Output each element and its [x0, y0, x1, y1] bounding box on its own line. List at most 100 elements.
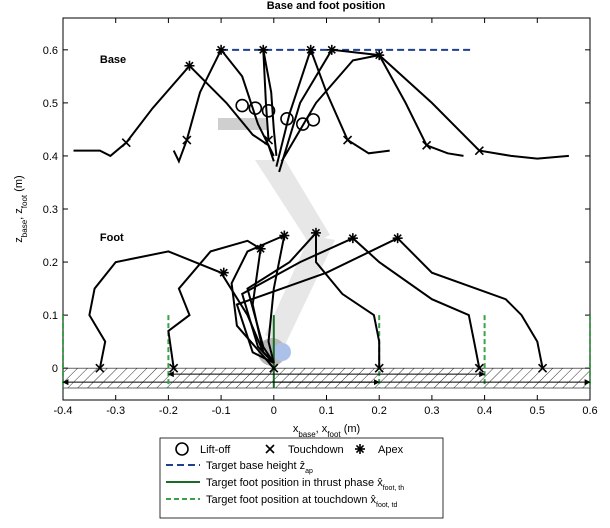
y-tick-label: 0.1 — [43, 310, 58, 322]
touchdown-marker — [95, 363, 105, 373]
y-axis-label-part: , z — [13, 208, 25, 220]
y-tick-label: 0.6 — [43, 45, 58, 57]
apex-marker — [305, 44, 316, 55]
x-tick-label: -0.3 — [106, 405, 125, 417]
apex-marker — [310, 227, 321, 238]
legend-label-part: Target foot position in thrust phase — [206, 477, 377, 489]
foot-trajectory — [246, 230, 381, 369]
legend-label-part: foot, td — [376, 502, 398, 509]
ground — [62, 367, 591, 389]
y-axis-label-part: foot — [20, 194, 29, 208]
legend-label-part: x̂ — [371, 494, 377, 506]
star-stroke — [327, 45, 336, 54]
cross-stroke — [182, 135, 192, 145]
x-axis-label-part: base — [298, 430, 316, 439]
legend-symbol — [175, 442, 189, 456]
star-stroke — [216, 45, 226, 54]
base-trajectory — [278, 48, 464, 173]
touchdown-marker — [263, 135, 274, 145]
cross-stroke — [474, 146, 484, 156]
touchdown-marker — [374, 363, 384, 373]
apex-marker — [184, 60, 195, 71]
base-trajectory — [275, 46, 390, 167]
star-stroke — [280, 231, 289, 240]
circle-shape — [235, 98, 249, 113]
apex-marker — [392, 233, 403, 244]
cross-stroke — [538, 363, 548, 373]
legend-label: Target foot position at touchdown x̂foot… — [206, 494, 398, 509]
apex-marker — [216, 44, 227, 55]
y-tick-label: 0.3 — [43, 204, 58, 216]
legend-label: Target base height ẑap — [206, 460, 313, 475]
cross-stroke — [474, 363, 484, 373]
cross-stroke — [269, 363, 279, 373]
x-tick-label: 0.1 — [319, 405, 334, 417]
star-stroke — [259, 45, 268, 54]
cross-stroke — [121, 138, 131, 148]
annotation: Base — [100, 54, 126, 66]
liftoff-marker — [248, 101, 263, 115]
star-stroke — [219, 268, 228, 277]
legend-label-part: x̂ — [377, 477, 383, 489]
apex-marker — [374, 50, 385, 61]
legend-label-part: ap — [305, 468, 313, 475]
touchdown-marker — [269, 363, 279, 373]
apex-marker — [326, 44, 337, 55]
touchdown-marker — [343, 135, 353, 145]
plot-frame — [62, 17, 591, 401]
touchdown-marker — [474, 363, 484, 373]
x-tick-label: 0.3 — [424, 405, 439, 417]
annotation: Foot — [100, 232, 124, 244]
base-trajectory — [280, 54, 569, 162]
apex-marker — [347, 233, 358, 244]
liftoff-marker — [235, 98, 249, 113]
apex-marker — [218, 267, 229, 278]
y-tick-label: 0.4 — [43, 151, 58, 163]
cross-stroke — [169, 363, 179, 373]
legend-label: Touchdown — [288, 444, 344, 456]
y-tick-label: 0 — [52, 363, 58, 375]
legend-label-part: ẑ — [300, 460, 306, 472]
touchdown-marker — [422, 140, 432, 150]
legend-label-part: Target foot position at touchdown — [206, 494, 371, 506]
cross-stroke — [95, 363, 105, 373]
legend-label-part: Target base height — [206, 460, 300, 472]
circle-shape — [280, 112, 294, 126]
x-tick-label: -0.1 — [212, 405, 231, 417]
foot-trajectory — [88, 250, 275, 369]
cross-stroke — [343, 135, 353, 145]
legend-symbol — [265, 444, 275, 454]
cross-stroke — [374, 363, 384, 373]
cross-stroke — [265, 444, 275, 454]
legend-label: Lift-off — [200, 444, 231, 456]
y-axis-label-part: base — [20, 219, 29, 237]
liftoff-marker — [280, 112, 294, 126]
x-axis-label-part: x — [293, 423, 299, 435]
x-tick-label: -0.2 — [159, 405, 178, 417]
star-stroke — [185, 61, 194, 70]
legend-label: Apex — [378, 444, 404, 456]
touchdown-marker — [182, 135, 192, 145]
touchdown-marker — [538, 363, 548, 373]
circle-shape — [175, 442, 189, 456]
touchdown-marker — [474, 146, 484, 156]
star-stroke — [256, 244, 265, 253]
y-tick-label: 0.2 — [43, 257, 58, 269]
x-axis-label-part: (m) — [341, 423, 361, 435]
x-axis-label-part: foot — [327, 430, 341, 439]
star-stroke — [306, 45, 315, 54]
legend-box — [159, 437, 444, 519]
circle-shape — [248, 101, 263, 115]
y-axis-label: zbase, zfoot (m) — [13, 175, 29, 242]
legend-label-part: foot, th — [383, 485, 405, 492]
star-stroke — [311, 228, 321, 237]
foot-trajectory — [241, 237, 481, 369]
foot-trajectory — [235, 236, 544, 369]
circle-shape — [306, 113, 321, 127]
apex-marker — [258, 44, 269, 55]
star-stroke — [348, 234, 357, 243]
y-axis-label-part: z — [13, 237, 25, 243]
liftoff-marker — [261, 104, 276, 118]
star-stroke — [393, 234, 402, 243]
